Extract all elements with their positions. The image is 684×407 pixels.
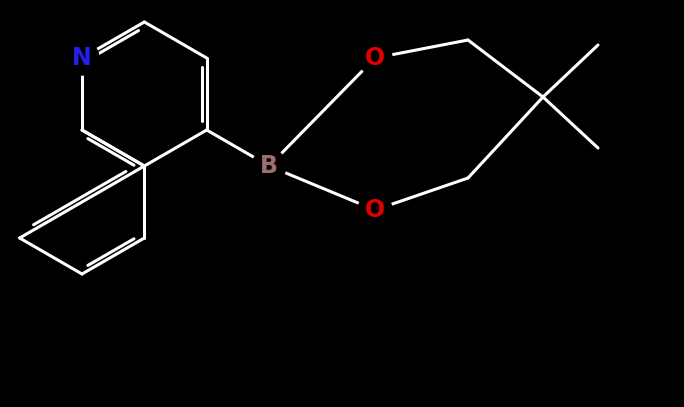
Text: O: O (365, 198, 385, 222)
Circle shape (252, 149, 286, 183)
Text: N: N (72, 46, 92, 70)
Text: O: O (365, 46, 385, 70)
Circle shape (65, 41, 99, 75)
Text: B: B (260, 154, 278, 178)
Circle shape (358, 193, 392, 227)
Circle shape (358, 41, 392, 75)
